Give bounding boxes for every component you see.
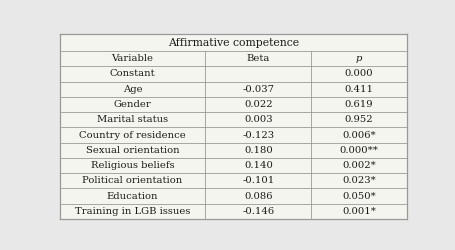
Text: Education: Education bbox=[107, 192, 158, 201]
Text: 0.003: 0.003 bbox=[244, 115, 273, 124]
Text: 0.050*: 0.050* bbox=[342, 192, 376, 201]
Text: 0.952: 0.952 bbox=[344, 115, 373, 124]
Text: 0.022: 0.022 bbox=[244, 100, 273, 109]
Text: 0.411: 0.411 bbox=[344, 85, 374, 94]
Text: 0.086: 0.086 bbox=[244, 192, 273, 201]
Text: Affirmative competence: Affirmative competence bbox=[167, 38, 299, 48]
Text: 0.023*: 0.023* bbox=[342, 176, 376, 185]
Bar bbox=[60, 128, 407, 143]
Text: Political orientation: Political orientation bbox=[82, 176, 183, 185]
Text: Training in LGB issues: Training in LGB issues bbox=[75, 207, 190, 216]
Bar bbox=[60, 173, 407, 188]
Text: Religious beliefs: Religious beliefs bbox=[91, 161, 174, 170]
Text: -0.123: -0.123 bbox=[242, 130, 274, 140]
Text: 0.000: 0.000 bbox=[344, 70, 373, 78]
Text: 0.000**: 0.000** bbox=[339, 146, 379, 155]
Text: 0.619: 0.619 bbox=[344, 100, 373, 109]
Text: -0.146: -0.146 bbox=[242, 207, 274, 216]
Text: 0.002*: 0.002* bbox=[342, 161, 376, 170]
Bar bbox=[60, 51, 407, 66]
Text: Gender: Gender bbox=[114, 100, 152, 109]
Text: Age: Age bbox=[123, 85, 142, 94]
Bar bbox=[60, 82, 407, 97]
Text: -0.037: -0.037 bbox=[243, 85, 274, 94]
Bar bbox=[60, 204, 407, 219]
Text: Constant: Constant bbox=[110, 70, 155, 78]
Text: Sexual orientation: Sexual orientation bbox=[86, 146, 179, 155]
Text: 0.006*: 0.006* bbox=[342, 130, 376, 140]
Bar bbox=[60, 143, 407, 158]
Bar bbox=[60, 34, 407, 51]
Text: -0.101: -0.101 bbox=[242, 176, 274, 185]
Text: 0.140: 0.140 bbox=[244, 161, 273, 170]
Text: p: p bbox=[356, 54, 362, 63]
Text: 0.001*: 0.001* bbox=[342, 207, 376, 216]
Text: 0.180: 0.180 bbox=[244, 146, 273, 155]
Bar bbox=[60, 158, 407, 173]
Bar bbox=[60, 188, 407, 204]
Text: Variable: Variable bbox=[111, 54, 153, 63]
Bar bbox=[60, 112, 407, 128]
Text: Marital status: Marital status bbox=[97, 115, 168, 124]
Text: Country of residence: Country of residence bbox=[79, 130, 186, 140]
Bar bbox=[60, 66, 407, 82]
Bar bbox=[60, 97, 407, 112]
Text: Beta: Beta bbox=[247, 54, 270, 63]
